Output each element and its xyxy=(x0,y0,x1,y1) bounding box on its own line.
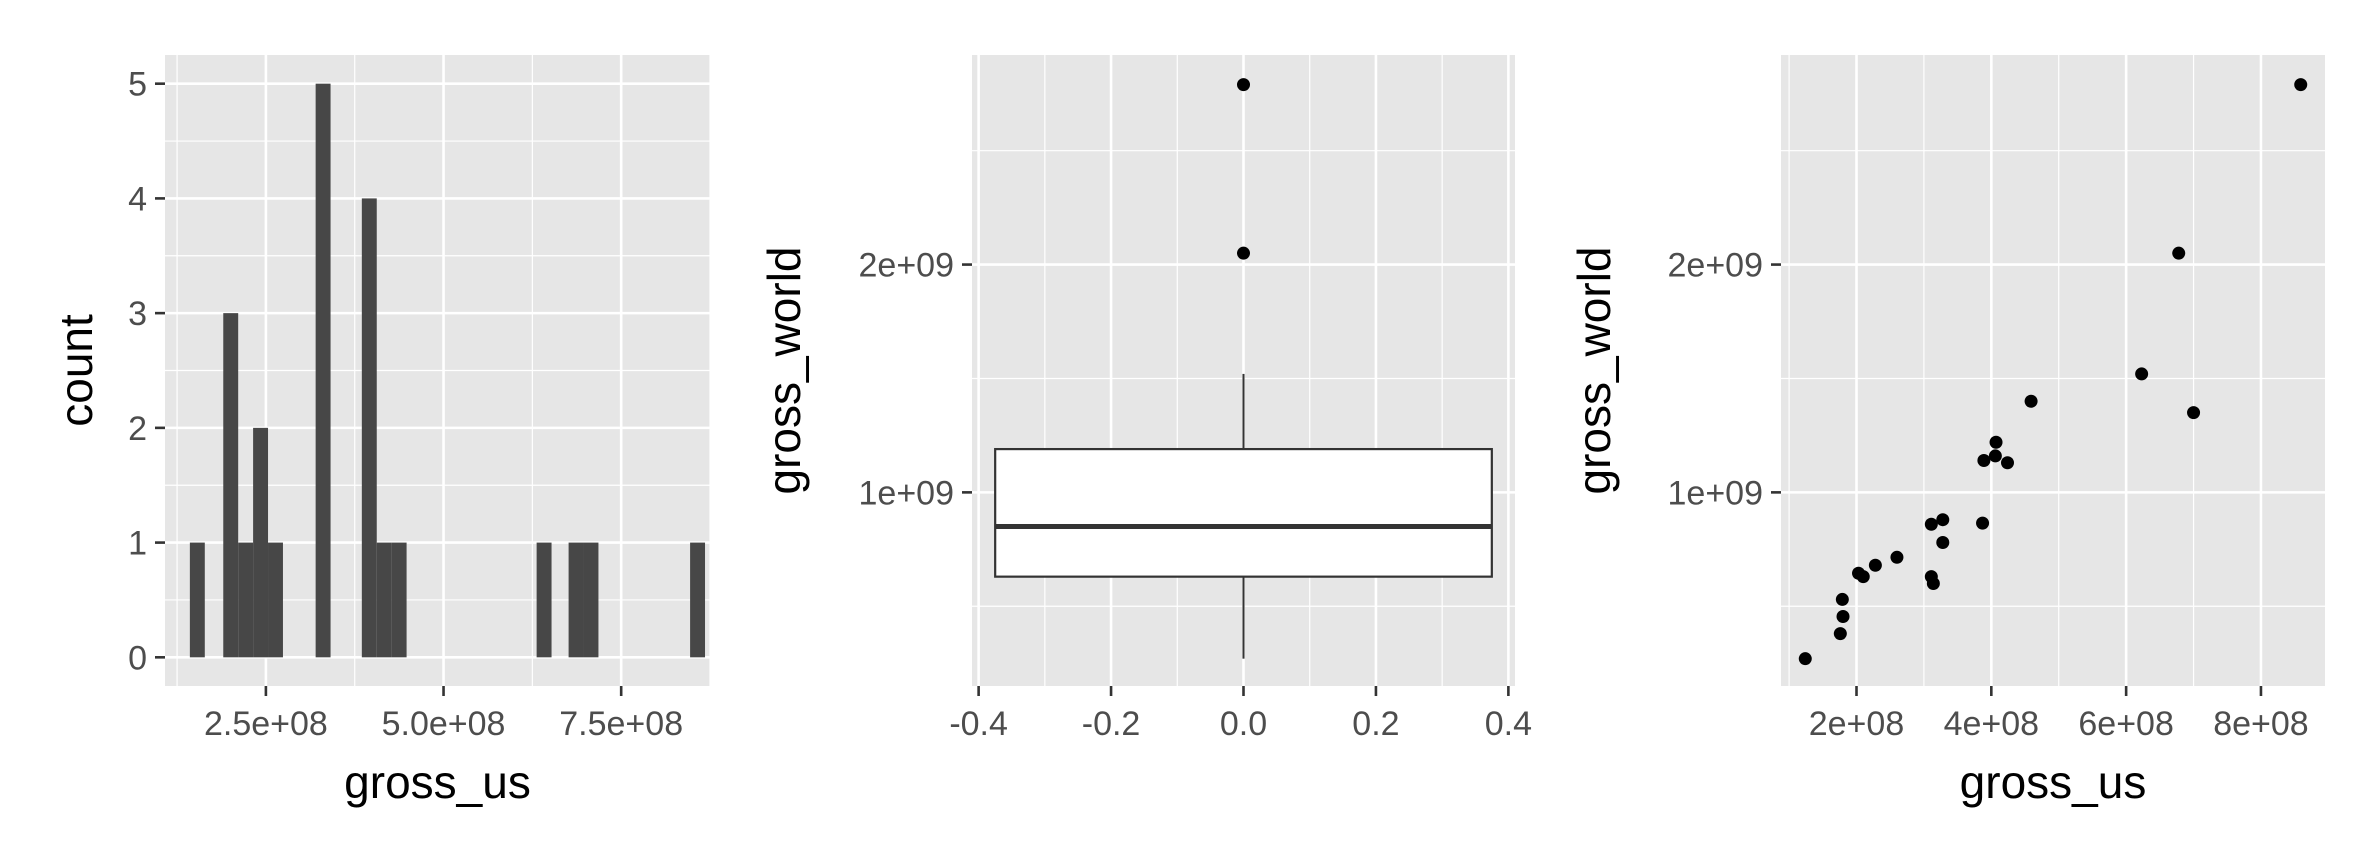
outlier-point xyxy=(1237,78,1250,92)
y-tick-label: 4 xyxy=(128,180,147,218)
scatter-point xyxy=(2187,406,2201,420)
y-axis-title: count xyxy=(50,314,102,427)
scatter-point xyxy=(1798,652,1812,666)
x-axis-title: gross_us xyxy=(1960,756,2147,808)
x-tick-label: 7.5e+08 xyxy=(559,705,683,743)
scatter-point xyxy=(1856,570,1870,584)
histogram-bar xyxy=(690,542,706,658)
y-tick-label: 1 xyxy=(128,525,147,563)
histogram-bar xyxy=(376,542,392,658)
scatter-panel: 2e+08 4e+08 6e+08 8e+08 1e+09 2e+09 gross_us gr… xyxy=(1568,55,2325,808)
x-tick-label: 4e+08 xyxy=(1944,705,2040,743)
histogram-panel: 2.5e+08 5.0e+08 7.5e+08 0 1 2 3 4 5 gross_us count xyxy=(50,55,711,808)
scatter-point xyxy=(1936,513,1950,527)
outlier-point xyxy=(1237,246,1250,260)
scatter-point xyxy=(1833,627,1847,641)
y-tick-label: 2e+09 xyxy=(1668,247,1764,285)
scatter-point xyxy=(1835,592,1849,606)
y-tick-label: 0 xyxy=(128,639,147,677)
y-tick-label: 3 xyxy=(128,295,147,333)
scatter-point xyxy=(1976,516,1990,530)
histogram-bar xyxy=(361,198,377,658)
panel-background xyxy=(1781,55,2325,686)
scatter-point xyxy=(1924,517,1938,531)
x-tick-label: 6e+08 xyxy=(2078,705,2174,743)
histogram-bar xyxy=(583,542,599,658)
scatter-point xyxy=(2172,246,2186,260)
y-tick-label: 1e+09 xyxy=(859,474,955,512)
y-axis-title: gross_world xyxy=(758,247,810,495)
scatter-point xyxy=(1868,558,1882,572)
x-tick-label: -0.4 xyxy=(949,705,1008,743)
scatter-point xyxy=(1836,610,1850,624)
histogram-bar xyxy=(568,542,584,658)
x-tick-label: 5.0e+08 xyxy=(382,705,506,743)
x-tick-label: 8e+08 xyxy=(2213,705,2309,743)
histogram-bar xyxy=(536,542,552,658)
x-tick-label: 0.2 xyxy=(1352,705,1399,743)
histogram-bar xyxy=(391,542,407,658)
y-tick-label: 2 xyxy=(128,410,147,448)
y-tick-label: 5 xyxy=(128,66,147,104)
box-iqr xyxy=(994,447,1493,578)
scatter-point xyxy=(1890,550,1904,564)
scatter-point xyxy=(1936,535,1950,549)
boxplot-panel: -0.4 -0.2 0.0 0.2 0.4 1e+09 2e+09 gross_world xyxy=(758,55,1532,743)
histogram-bar xyxy=(189,542,205,658)
scatter-point xyxy=(1977,453,1991,467)
scatter-point xyxy=(1989,435,2003,449)
histogram-bar xyxy=(315,83,331,658)
x-tick-label: -0.2 xyxy=(1082,705,1141,743)
histogram-bar xyxy=(268,542,283,658)
x-tick-label: 2.5e+08 xyxy=(204,705,328,743)
x-tick-label: 0.0 xyxy=(1220,705,1267,743)
scatter-point xyxy=(2000,456,2014,470)
y-tick-label: 2e+09 xyxy=(859,247,955,285)
histogram-bar xyxy=(223,313,239,658)
scatter-point xyxy=(1988,449,2002,463)
scatter-point xyxy=(1926,576,1940,590)
histogram-bar xyxy=(238,542,254,658)
x-tick-label: 2e+08 xyxy=(1809,705,1905,743)
x-tick-label: 0.4 xyxy=(1485,705,1532,743)
scatter-point xyxy=(2024,394,2038,408)
histogram-bar xyxy=(253,427,269,658)
scatter-point xyxy=(2135,367,2149,381)
y-tick-label: 1e+09 xyxy=(1668,474,1764,512)
x-axis-title: gross_us xyxy=(344,756,531,808)
y-axis-title: gross_world xyxy=(1568,247,1620,495)
scatter-point xyxy=(2294,78,2308,92)
